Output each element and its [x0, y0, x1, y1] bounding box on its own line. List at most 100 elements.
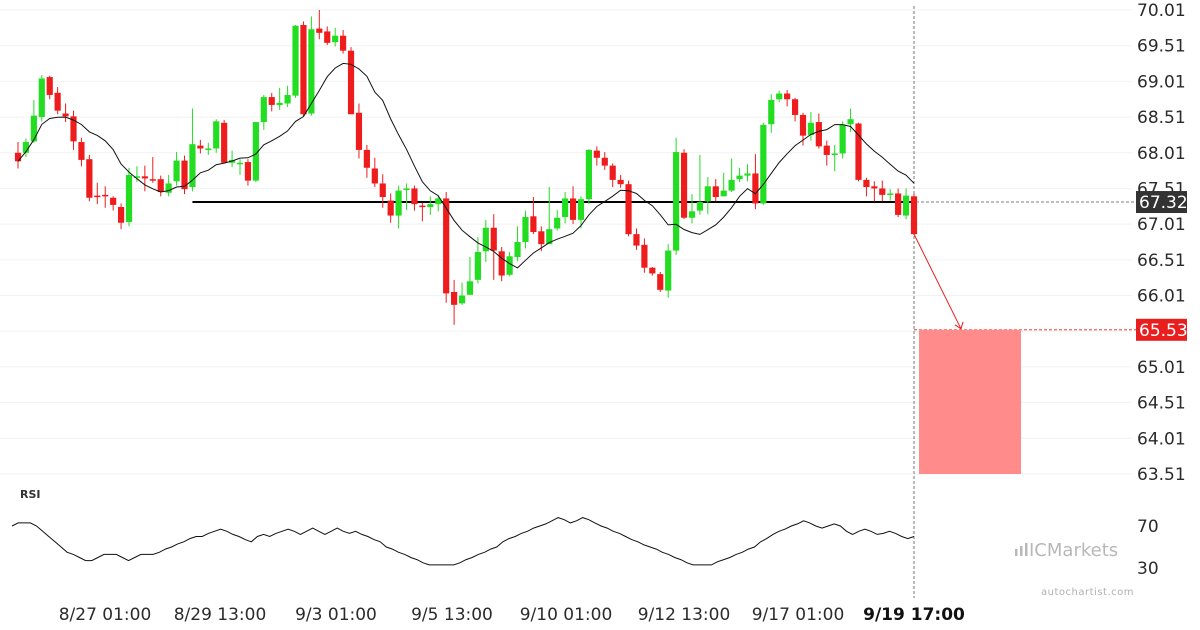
- bullish-candle: [205, 142, 212, 155]
- bullish-candle: [165, 174, 172, 197]
- bullish-candle: [736, 167, 743, 183]
- price-tick-label: 69.01: [1137, 72, 1186, 92]
- rsi-tick-label: 30: [1137, 559, 1159, 579]
- bearish-candle: [197, 139, 204, 154]
- bearish-candle: [879, 180, 886, 202]
- bearish-candle: [363, 144, 370, 178]
- bullish-candle: [482, 219, 489, 262]
- bearish-candle: [54, 87, 61, 115]
- time-tick-label: 9/12 13:00: [638, 605, 731, 625]
- bearish-candle: [855, 122, 862, 182]
- bearish-candle: [62, 103, 69, 123]
- bullish-candle: [807, 112, 815, 141]
- bullish-candle: [577, 196, 585, 229]
- rsi-panel: RSI 70 30: [11, 488, 1159, 579]
- bullish-candle: [760, 122, 767, 205]
- bullish-candle: [728, 158, 735, 193]
- bullish-candle: [554, 209, 561, 231]
- bearish-candle: [823, 140, 830, 166]
- price-tick-label: 70.01: [1137, 1, 1186, 21]
- bearish-candle: [355, 103, 363, 159]
- bearish-candle: [657, 271, 664, 292]
- time-tick-label: 8/29 13:00: [174, 605, 267, 625]
- price-tick-label: 68.01: [1137, 144, 1186, 164]
- time-tick-label: 9/17 01:00: [752, 605, 845, 625]
- bearish-candle: [498, 246, 505, 282]
- bullish-candle: [839, 121, 846, 159]
- price-tick-label: 64.51: [1137, 394, 1186, 414]
- bearish-candle: [538, 226, 545, 252]
- bullish-candle: [847, 108, 854, 133]
- bullish-candle: [887, 189, 894, 201]
- bullish-candle: [696, 154, 704, 215]
- bearish-candle: [451, 279, 458, 325]
- bearish-candle: [157, 175, 164, 197]
- bullish-candle: [236, 159, 244, 175]
- broker-logo: ICMarkets: [1015, 540, 1118, 561]
- bearish-candle: [324, 26, 331, 45]
- last-price-label: 67.32: [1139, 193, 1188, 213]
- bullish-candle: [562, 192, 569, 224]
- bearish-candle: [712, 179, 719, 202]
- target-price-badge: 65.53: [1136, 318, 1188, 341]
- bullish-candle: [260, 94, 267, 130]
- bearish-candle: [379, 174, 386, 208]
- price-tick-label: 63.51: [1137, 465, 1186, 485]
- bullish-candle: [665, 244, 672, 298]
- bearish-candle: [14, 142, 22, 169]
- bearish-candle: [78, 137, 85, 167]
- bullish-candle: [125, 167, 133, 227]
- bullish-candle: [308, 16, 315, 116]
- bearish-candle: [110, 196, 117, 211]
- bearish-candle: [649, 266, 656, 276]
- bearish-candle: [633, 228, 640, 250]
- bearish-candle: [625, 180, 632, 237]
- bearish-candle: [347, 47, 355, 115]
- bearish-candle: [895, 188, 902, 218]
- bullish-candle: [768, 94, 775, 133]
- bearish-candle: [102, 186, 109, 208]
- rsi-axis: 70 30: [1137, 517, 1159, 579]
- bullish-candle: [403, 183, 410, 210]
- credit-text: autochartist.com: [1041, 587, 1134, 598]
- bullish-candle: [776, 90, 783, 103]
- moving-average-line: [17, 62, 915, 269]
- price-tick-label: 66.51: [1137, 251, 1186, 271]
- last-price-badge: 67.32: [1136, 191, 1188, 214]
- price-tick-label: 67.01: [1137, 215, 1186, 235]
- target-zone: [919, 329, 1021, 474]
- bullish-candle: [133, 166, 141, 183]
- bearish-candle: [863, 177, 870, 197]
- bullish-candle: [688, 194, 696, 224]
- bearish-candle: [419, 202, 426, 222]
- bearish-candle: [641, 238, 648, 273]
- bullish-candle: [546, 187, 553, 245]
- time-tick-label: 9/10 01:00: [520, 605, 613, 625]
- bearish-candle: [609, 163, 616, 188]
- bearish-candle: [601, 152, 608, 170]
- bearish-candle: [490, 214, 497, 280]
- bearish-candle: [530, 197, 537, 235]
- target-price-label: 65.53: [1139, 321, 1188, 341]
- bearish-candle: [141, 165, 148, 192]
- bearish-candle: [371, 157, 378, 188]
- bearish-candle: [316, 10, 323, 40]
- time-tick-label: 9/19 17:00: [863, 605, 965, 625]
- time-tick-label: 8/27 01:00: [59, 605, 152, 625]
- bearish-candle: [117, 203, 125, 230]
- bearish-candle: [46, 75, 53, 100]
- bullish-candle: [173, 152, 180, 186]
- bullish-candle: [585, 149, 592, 205]
- time-tick-label: 9/3 01:00: [295, 605, 377, 625]
- bearish-candle: [149, 157, 156, 183]
- price-tick-label: 64.01: [1137, 429, 1186, 449]
- rsi-label: RSI: [20, 488, 41, 501]
- rsi-line: [11, 517, 915, 566]
- price-tick-label: 69.51: [1137, 37, 1186, 57]
- bullish-candle: [276, 87, 283, 110]
- bullish-candle: [458, 282, 466, 305]
- bearish-candle: [784, 89, 791, 107]
- bearish-candle: [569, 186, 577, 225]
- bullish-candle: [514, 226, 521, 262]
- bullish-candle: [435, 195, 442, 212]
